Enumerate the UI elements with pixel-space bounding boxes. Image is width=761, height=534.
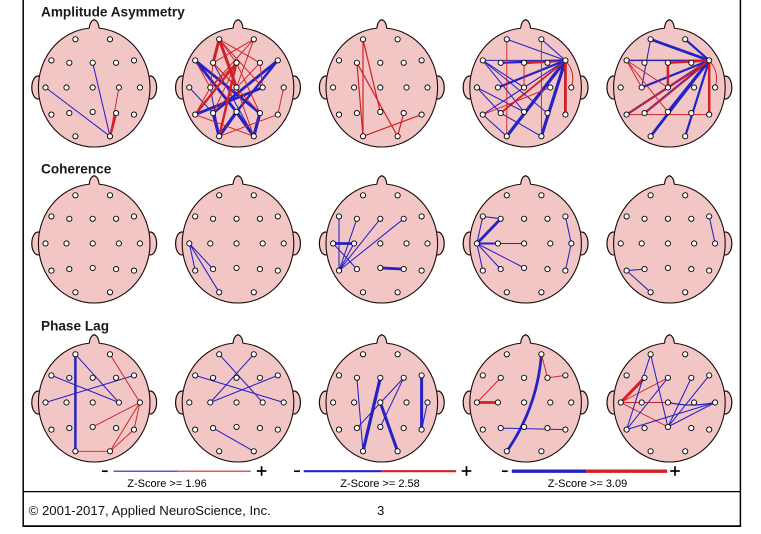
svg-text:3: 3 — [377, 503, 384, 518]
svg-text:Z-Score >= 1.96: Z-Score >= 1.96 — [127, 478, 207, 490]
svg-text:© 2001-2017, Applied NeuroScie: © 2001-2017, Applied NeuroScience, Inc. — [29, 503, 271, 518]
svg-text:Z-Score >= 3.09: Z-Score >= 3.09 — [548, 478, 628, 490]
svg-text:Z-Score >= 2.58: Z-Score >= 2.58 — [340, 478, 420, 490]
svg-text:Phase Lag: Phase Lag — [41, 319, 109, 334]
svg-text:Amplitude Asymmetry: Amplitude Asymmetry — [41, 4, 185, 19]
svg-text:Coherence: Coherence — [41, 161, 112, 176]
